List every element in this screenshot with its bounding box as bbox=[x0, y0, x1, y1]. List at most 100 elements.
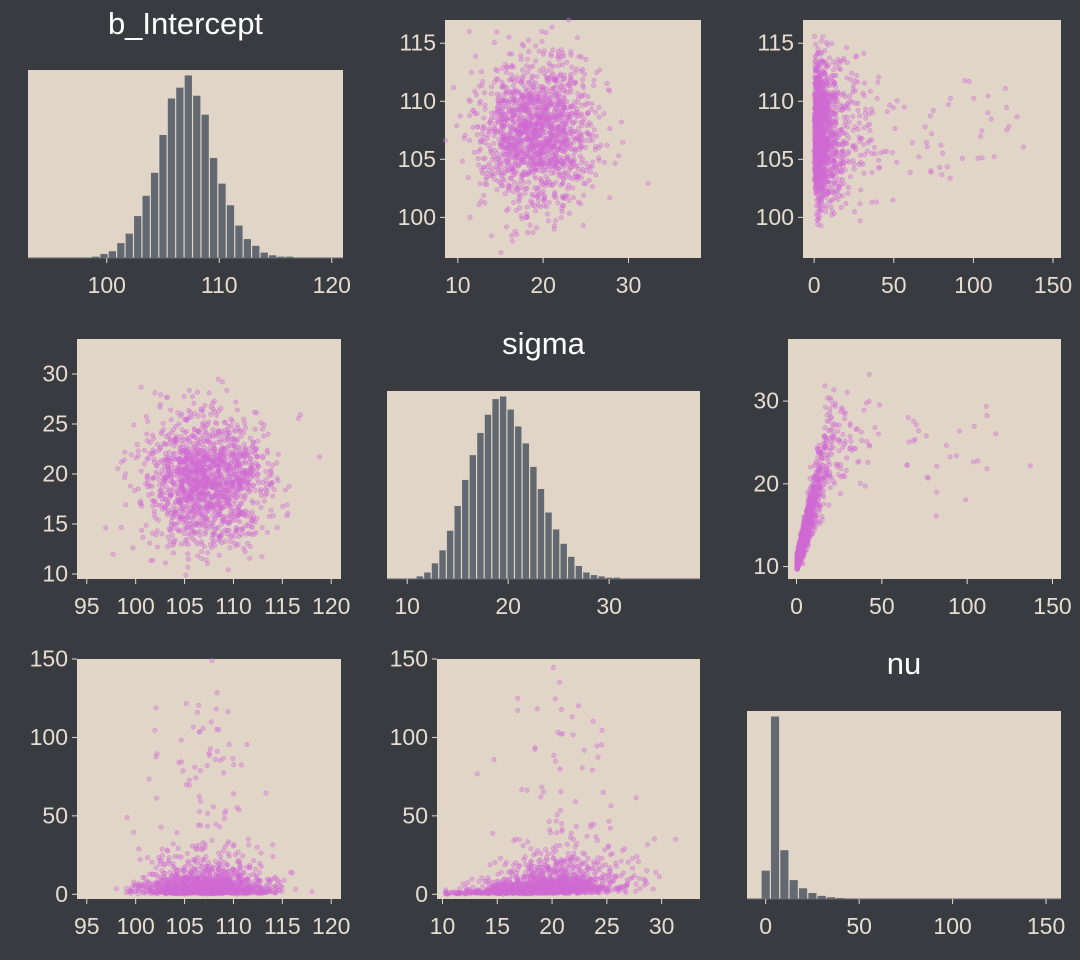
scatter-point bbox=[845, 190, 851, 196]
scatter-point bbox=[160, 420, 166, 426]
scatter-point bbox=[510, 200, 516, 206]
scatter-point bbox=[191, 512, 197, 518]
x-tick-label: 150 bbox=[1034, 272, 1072, 298]
scatter-point bbox=[478, 198, 484, 204]
scatter-point bbox=[234, 407, 240, 413]
scatter-point bbox=[152, 390, 158, 396]
scatter-point bbox=[947, 454, 953, 460]
scatter-point bbox=[821, 117, 827, 123]
scatter-point bbox=[275, 451, 281, 457]
scatter-point bbox=[280, 503, 286, 509]
scatter-point bbox=[867, 88, 873, 94]
scatter-point bbox=[890, 197, 896, 203]
scatter-point bbox=[225, 471, 231, 477]
scatter-point bbox=[830, 159, 836, 165]
scatter-point bbox=[253, 410, 259, 416]
scatter-point bbox=[836, 192, 842, 198]
scatter-point bbox=[522, 190, 528, 196]
scatter-point bbox=[270, 462, 276, 468]
scatter-point bbox=[874, 199, 880, 205]
scatter-point bbox=[875, 79, 881, 85]
scatter-point bbox=[819, 138, 825, 144]
scatter-point bbox=[844, 101, 850, 107]
scatter-point bbox=[485, 128, 491, 134]
scatter-point bbox=[862, 110, 868, 116]
scatter-point bbox=[232, 512, 238, 518]
scatter-point bbox=[201, 518, 207, 524]
scatter-point bbox=[815, 201, 821, 207]
scatter-point bbox=[220, 504, 226, 510]
scatter-point bbox=[553, 133, 559, 139]
scatter-point bbox=[494, 29, 500, 35]
scatter-point bbox=[192, 444, 198, 450]
scatter-point bbox=[204, 499, 210, 505]
scatter-point bbox=[890, 105, 896, 111]
scatter-point bbox=[585, 94, 591, 100]
scatter-point bbox=[593, 133, 599, 139]
scatter-point bbox=[555, 102, 561, 108]
scatter-point bbox=[241, 545, 247, 551]
scatter-point bbox=[983, 403, 989, 409]
scatter-point bbox=[857, 152, 863, 158]
scatter-point bbox=[249, 524, 255, 530]
scatter-point bbox=[578, 135, 584, 141]
y-tick-label: 30 bbox=[42, 361, 68, 387]
scatter-point bbox=[204, 526, 210, 532]
scatter-point bbox=[123, 502, 129, 508]
scatter-point bbox=[191, 434, 197, 440]
scatter-point bbox=[916, 154, 922, 160]
scatter-point bbox=[824, 64, 830, 70]
scatter-point bbox=[833, 150, 839, 156]
scatter-point bbox=[176, 457, 182, 463]
scatter-point bbox=[214, 412, 220, 418]
scatter-point bbox=[211, 449, 217, 455]
scatter-point bbox=[865, 123, 871, 129]
scatter-point bbox=[819, 188, 825, 194]
scatter-point bbox=[467, 98, 473, 104]
scatter-point bbox=[567, 72, 573, 78]
scatter-point bbox=[857, 113, 863, 119]
scatter-point bbox=[966, 78, 972, 84]
scatter-point bbox=[561, 195, 567, 201]
scatter-point bbox=[1020, 144, 1026, 150]
scatter-point bbox=[533, 43, 539, 49]
scatter-point bbox=[495, 101, 501, 107]
scatter-point bbox=[538, 177, 544, 183]
scatter-point bbox=[518, 53, 524, 59]
scatter-point bbox=[884, 109, 890, 115]
x-tick-label: 120 bbox=[313, 272, 351, 298]
scatter-point bbox=[612, 160, 618, 166]
scatter-point bbox=[179, 427, 185, 433]
scatter-point bbox=[477, 139, 483, 145]
histogram-bar bbox=[184, 75, 192, 258]
scatter-point bbox=[828, 204, 834, 210]
scatter-point bbox=[601, 111, 607, 117]
scatter-point bbox=[239, 509, 245, 515]
scatter-point bbox=[574, 35, 580, 41]
scatter-point bbox=[534, 74, 540, 80]
scatter-point bbox=[516, 198, 522, 204]
scatter-point bbox=[524, 56, 530, 62]
scatter-point bbox=[167, 492, 173, 498]
y-tick-label: 20 bbox=[42, 461, 68, 487]
scatter-point bbox=[284, 502, 290, 508]
scatter-point bbox=[927, 113, 933, 119]
y-tick-label: 10 bbox=[42, 561, 68, 587]
scatter-point bbox=[246, 530, 252, 536]
scatter-point bbox=[192, 478, 198, 484]
scatter-point bbox=[872, 425, 878, 431]
scatter-point bbox=[171, 439, 177, 445]
scatter-point bbox=[450, 85, 456, 91]
scatter-point bbox=[487, 120, 493, 126]
scatter-point bbox=[499, 65, 505, 71]
scatter-point bbox=[194, 389, 200, 395]
scatter-point bbox=[545, 163, 551, 169]
scatter-point bbox=[158, 392, 164, 398]
scatter-point bbox=[163, 496, 169, 502]
scatter-point bbox=[548, 157, 554, 163]
scatter-point bbox=[508, 72, 514, 78]
scatter-point bbox=[533, 58, 539, 64]
scatter-point bbox=[219, 429, 225, 435]
scatter-point bbox=[553, 114, 559, 120]
scatter-point bbox=[192, 531, 198, 537]
